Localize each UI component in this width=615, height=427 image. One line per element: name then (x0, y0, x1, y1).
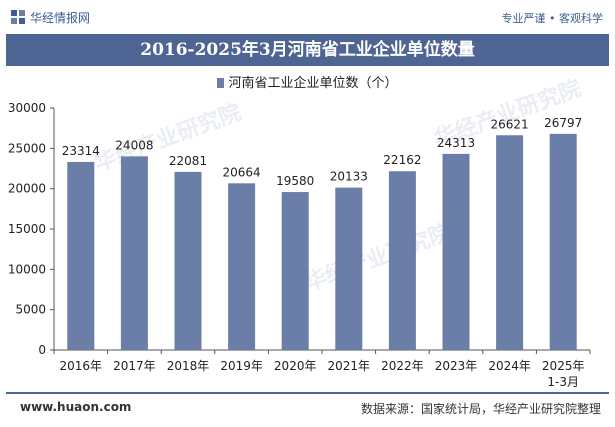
bar (281, 192, 309, 350)
legend: 河南省工业企业单位数（个） (0, 72, 615, 91)
y-tick-label: 30000 (8, 101, 46, 115)
title-bar: 2016-2025年3月河南省工业企业单位数量 (6, 34, 609, 66)
data-label: 22081 (169, 154, 207, 168)
footer-website[interactable]: www.huaon.com (20, 400, 132, 414)
data-label: 20133 (330, 170, 368, 184)
brand-name: 华经情报网 (30, 11, 91, 25)
y-tick-label: 25000 (8, 141, 46, 155)
chart-title: 2016-2025年3月河南省工业企业单位数量 (140, 40, 475, 60)
y-tick-label: 0 (38, 343, 46, 357)
x-tick-label: 2020年 (274, 359, 317, 373)
y-tick-label: 20000 (8, 182, 46, 196)
footer-source: 数据来源：国家统计局，华经产业研究院整理 (360, 402, 601, 416)
x-tick-label: 2019年 (220, 359, 263, 373)
data-label: 26621 (491, 117, 529, 131)
y-tick-label: 15000 (8, 222, 46, 236)
bar (335, 187, 363, 350)
huajing-logo-icon (11, 10, 25, 24)
x-tick-label: 2025年 (542, 359, 585, 373)
data-label: 19580 (276, 174, 314, 188)
data-label: 23314 (62, 144, 100, 158)
bar (174, 171, 202, 350)
x-tick-label: 2016年 (60, 359, 103, 373)
top-bar: 华经情报网 专业严谨 • 客观科学 (0, 0, 615, 34)
data-label: 20664 (223, 165, 261, 179)
x-tick-label: 2023年 (435, 359, 478, 373)
x-tick-label: 2021年 (328, 359, 371, 373)
data-label: 24008 (115, 138, 153, 152)
bar (67, 161, 95, 350)
x-tick-label: 2024年 (488, 359, 531, 373)
y-tick-label: 5000 (15, 303, 46, 317)
data-label: 22162 (383, 153, 421, 167)
bar (549, 133, 577, 350)
x-tick-label: 1-3月 (547, 375, 579, 389)
x-tick-label: 2017年 (113, 359, 156, 373)
slogan: 专业严谨 • 客观科学 (501, 12, 603, 25)
y-tick-label: 10000 (8, 262, 46, 276)
bar (120, 156, 148, 350)
x-tick-label: 2022年 (381, 359, 424, 373)
bar (388, 171, 416, 350)
legend-label: 河南省工业企业单位数（个） (228, 76, 398, 91)
bar (496, 135, 524, 350)
x-tick-label: 2018年 (167, 359, 210, 373)
bar (442, 153, 470, 350)
bar (228, 183, 256, 350)
data-label: 24313 (437, 136, 475, 150)
legend-swatch (217, 78, 225, 88)
footer-divider (6, 392, 609, 394)
data-label: 26797 (544, 116, 582, 130)
